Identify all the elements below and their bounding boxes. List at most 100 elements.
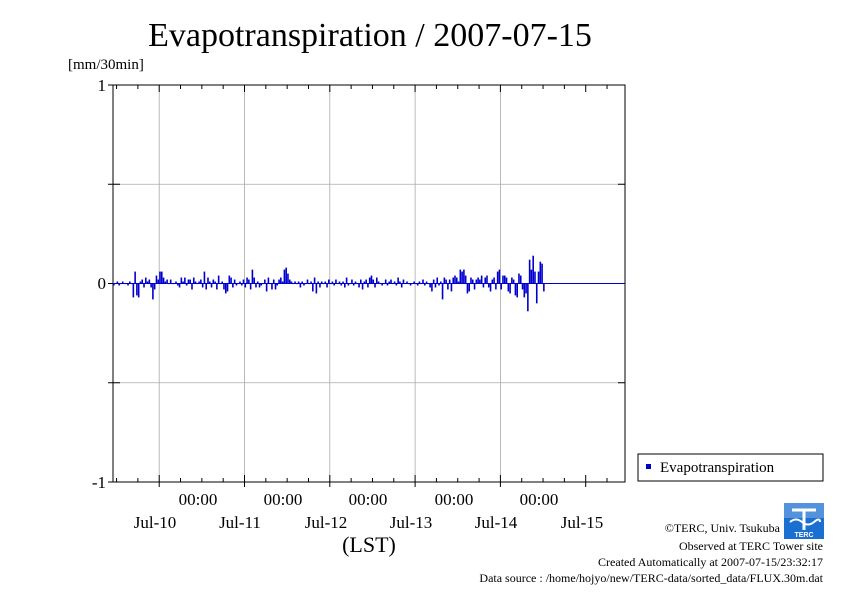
data-bar xyxy=(415,283,417,285)
data-bar xyxy=(523,283,526,298)
data-bar xyxy=(329,283,332,285)
data-bar xyxy=(390,279,392,284)
data-bar xyxy=(489,283,492,292)
data-bar xyxy=(258,283,261,288)
data-bar xyxy=(464,275,467,284)
data-bar xyxy=(470,277,472,284)
data-bar xyxy=(457,281,460,284)
data-bar xyxy=(262,283,264,285)
data-bar xyxy=(340,283,343,286)
data-bar xyxy=(468,283,471,292)
data-bar xyxy=(232,283,234,288)
data-bar xyxy=(152,283,154,300)
data-bar xyxy=(240,283,243,286)
data-bar xyxy=(379,283,382,285)
data-bar xyxy=(349,283,351,285)
data-bar xyxy=(388,281,391,284)
data-bar xyxy=(217,275,220,284)
terc-logo: TERC xyxy=(784,503,824,539)
data-bar xyxy=(253,277,255,284)
data-bar xyxy=(441,283,444,300)
data-bar xyxy=(422,279,424,284)
data-bar xyxy=(466,283,469,294)
data-bar xyxy=(312,283,314,292)
data-bar xyxy=(208,281,211,284)
data-bar xyxy=(381,283,383,286)
data-bar xyxy=(283,269,286,284)
data-bar xyxy=(418,281,421,284)
data-bar xyxy=(182,281,184,284)
data-bar xyxy=(370,275,373,284)
observed-text: Observed at TERC Tower site xyxy=(679,539,823,553)
data-bar xyxy=(176,283,179,286)
x-time-label: 00:00 xyxy=(349,490,388,509)
data-bar xyxy=(216,283,218,290)
data-bar xyxy=(134,271,136,284)
created-text: Created Automatically at 2007-07-15/23:3… xyxy=(598,555,823,569)
data-bar xyxy=(210,283,213,288)
data-bar xyxy=(402,279,405,284)
data-bar xyxy=(276,283,279,286)
logo-text: TERC xyxy=(794,532,813,539)
data-bar xyxy=(420,283,423,285)
data-bar xyxy=(399,281,401,284)
x-date-label: Jul-14 xyxy=(475,513,518,532)
data-bar xyxy=(528,259,531,284)
legend: Evapotranspiration xyxy=(637,453,824,482)
data-bar xyxy=(383,283,385,285)
data-bar xyxy=(361,283,364,290)
data-bar xyxy=(272,279,275,284)
data-bar xyxy=(310,281,312,284)
data-bar xyxy=(496,271,499,284)
data-bar xyxy=(123,283,126,285)
data-bar xyxy=(260,283,263,286)
data-bar xyxy=(285,267,287,284)
data-bar xyxy=(233,279,236,284)
data-bar xyxy=(136,283,138,296)
data-bar xyxy=(342,281,344,284)
data-bar xyxy=(537,271,540,284)
data-bar xyxy=(319,283,321,288)
data-bar xyxy=(214,281,216,284)
data-bar xyxy=(500,283,502,290)
data-bar xyxy=(303,283,305,286)
data-bar xyxy=(121,281,124,284)
data-bar xyxy=(169,279,172,284)
data-bar xyxy=(352,283,355,286)
legend-label: Evapotranspiration xyxy=(660,460,775,476)
data-bar xyxy=(324,281,327,284)
data-bar xyxy=(228,275,231,284)
data-bar xyxy=(148,279,151,284)
data-bar xyxy=(198,281,200,284)
data-bar xyxy=(463,269,465,284)
data-bar xyxy=(543,283,545,292)
data-bar xyxy=(502,275,504,284)
chart-title: Evapotranspiration / 2007-07-15 xyxy=(148,17,592,54)
data-bar xyxy=(287,273,289,284)
data-bar xyxy=(294,281,296,284)
data-bar xyxy=(438,283,440,286)
data-bar xyxy=(413,281,415,284)
data-bar xyxy=(292,283,295,285)
data-bar xyxy=(264,279,266,284)
data-bar xyxy=(404,283,407,285)
data-bar xyxy=(384,279,387,284)
data-bar xyxy=(271,283,273,290)
data-bar xyxy=(207,277,209,284)
data-bar xyxy=(226,283,229,292)
x-date-label: Jul-12 xyxy=(305,513,348,532)
data-bar xyxy=(137,283,140,298)
data-bar xyxy=(408,283,410,285)
x-time-label: 00:00 xyxy=(264,490,303,509)
data-bar xyxy=(308,283,311,285)
data-bar xyxy=(397,277,399,284)
data-bar xyxy=(333,283,335,286)
data-bar xyxy=(507,283,510,292)
x-time-label: 00:00 xyxy=(520,490,559,509)
data-bar xyxy=(230,277,232,284)
data-bar xyxy=(512,279,515,284)
data-bar xyxy=(409,283,412,286)
data-bar xyxy=(200,279,202,284)
y-tick-label-bottom: -1 xyxy=(92,473,106,492)
data-bar xyxy=(274,283,277,290)
